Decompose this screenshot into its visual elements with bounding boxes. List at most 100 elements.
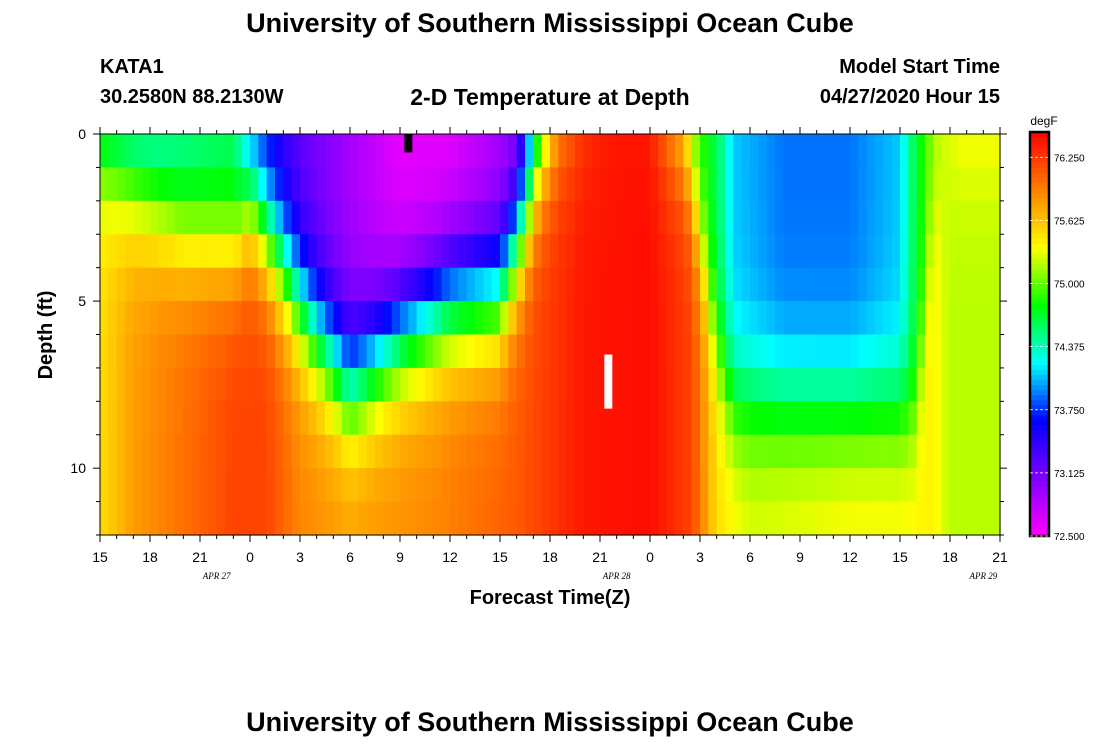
heatmap-cell <box>200 167 209 202</box>
heatmap-cell <box>533 367 543 402</box>
heatmap-cell <box>566 468 576 503</box>
x-tick-label: 3 <box>696 549 704 565</box>
heatmap-cell <box>566 434 576 469</box>
heatmap-cell <box>158 401 168 436</box>
colorbar-segment <box>1030 273 1049 280</box>
heatmap-cell <box>400 200 409 235</box>
heatmap-cell <box>400 401 409 436</box>
heatmap-cell <box>266 434 276 469</box>
heatmap-cell <box>191 301 201 336</box>
heatmap-cell <box>233 468 243 503</box>
heatmap-cell <box>991 134 1001 169</box>
heatmap-cell <box>125 301 134 336</box>
heatmap-cell <box>775 334 784 369</box>
heatmap-cell <box>883 401 893 436</box>
heatmap-cell <box>300 267 309 302</box>
heatmap-cell <box>975 267 984 302</box>
heatmap-cell <box>775 234 784 269</box>
heatmap-cell <box>708 200 718 235</box>
heatmap-cell <box>100 167 109 202</box>
heatmap-cell <box>200 501 209 536</box>
heatmap-cell <box>991 501 1001 536</box>
heatmap-cell <box>900 134 909 169</box>
heatmap-cell <box>500 468 509 503</box>
heatmap-cell <box>725 367 734 402</box>
heatmap-cell <box>258 134 268 169</box>
colorbar-tick-label: 72.500 <box>1054 532 1085 543</box>
heatmap-cell <box>166 434 176 469</box>
heatmap-cell <box>916 401 926 436</box>
heatmap-cell <box>175 301 184 336</box>
heatmap-cell <box>333 267 343 302</box>
heatmap-cell <box>766 267 776 302</box>
heatmap-cell <box>650 200 659 235</box>
heatmap-cell <box>300 434 309 469</box>
heatmap-cell <box>233 134 243 169</box>
heatmap-cell <box>200 267 209 302</box>
heatmap-cell <box>766 367 776 402</box>
heatmap-cell <box>225 401 234 436</box>
heatmap-cell <box>891 234 901 269</box>
heatmap-cell <box>575 367 584 402</box>
heatmap-cell <box>683 267 693 302</box>
heatmap-cell <box>350 301 359 336</box>
heatmap-cell <box>458 234 468 269</box>
colorbar-segment <box>1030 450 1049 456</box>
heatmap-cell <box>325 434 334 469</box>
heatmap-cell <box>150 301 159 336</box>
heatmap-cell <box>475 234 484 269</box>
heatmap-cell <box>441 267 451 302</box>
heatmap-cell <box>425 401 434 436</box>
heatmap-cell <box>500 134 509 169</box>
heatmap-cell <box>991 267 1001 302</box>
heatmap-cell <box>516 267 526 302</box>
heatmap-cell <box>358 301 368 336</box>
heatmap-cell <box>783 501 793 536</box>
heatmap-cell <box>125 267 134 302</box>
colorbar-segment <box>1030 147 1049 153</box>
heatmap-cell <box>466 301 476 336</box>
heatmap-cell <box>633 234 643 269</box>
heatmap-cell <box>866 468 876 503</box>
heatmap-cell <box>925 167 934 202</box>
heatmap-cell <box>875 401 884 436</box>
heatmap-cell <box>216 167 226 202</box>
heatmap-cell <box>433 367 443 402</box>
heatmap-cell <box>500 401 509 436</box>
heatmap-cell <box>625 434 634 469</box>
heatmap-cell <box>283 267 293 302</box>
heatmap-cell <box>641 301 651 336</box>
heatmap-cell <box>291 134 301 169</box>
heatmap-cell <box>916 468 926 503</box>
heatmap-cell <box>775 367 784 402</box>
heatmap-cell <box>425 434 434 469</box>
heatmap-cell <box>433 134 443 169</box>
heatmap-cell <box>700 301 709 336</box>
heatmap-cell <box>208 134 218 169</box>
heatmap-cell <box>666 334 676 369</box>
heatmap-cell <box>358 234 368 269</box>
heatmap-cell <box>575 301 584 336</box>
colorbar-segment <box>1030 283 1049 290</box>
heatmap-cell <box>808 434 818 469</box>
heatmap-cell <box>333 234 343 269</box>
heatmap-cell <box>808 234 818 269</box>
heatmap-cell <box>300 134 309 169</box>
heatmap-cell <box>700 200 709 235</box>
heatmap-cell <box>975 301 984 336</box>
heatmap-cell <box>608 301 618 336</box>
colorbar-segment <box>1030 182 1049 189</box>
heatmap-cell <box>733 167 743 202</box>
heatmap-cell <box>183 468 193 503</box>
heatmap-cell <box>258 167 268 202</box>
heatmap-cell <box>416 334 426 369</box>
heatmap-cell <box>108 134 118 169</box>
heatmap-cell <box>150 367 159 402</box>
heatmap-cell <box>691 267 701 302</box>
heatmap-cell <box>808 334 818 369</box>
heatmap-cell <box>100 434 109 469</box>
heatmap-cell <box>850 200 859 235</box>
heatmap-cell <box>541 234 551 269</box>
colorbar-segment <box>1030 197 1049 204</box>
heatmap-cell <box>550 468 559 503</box>
